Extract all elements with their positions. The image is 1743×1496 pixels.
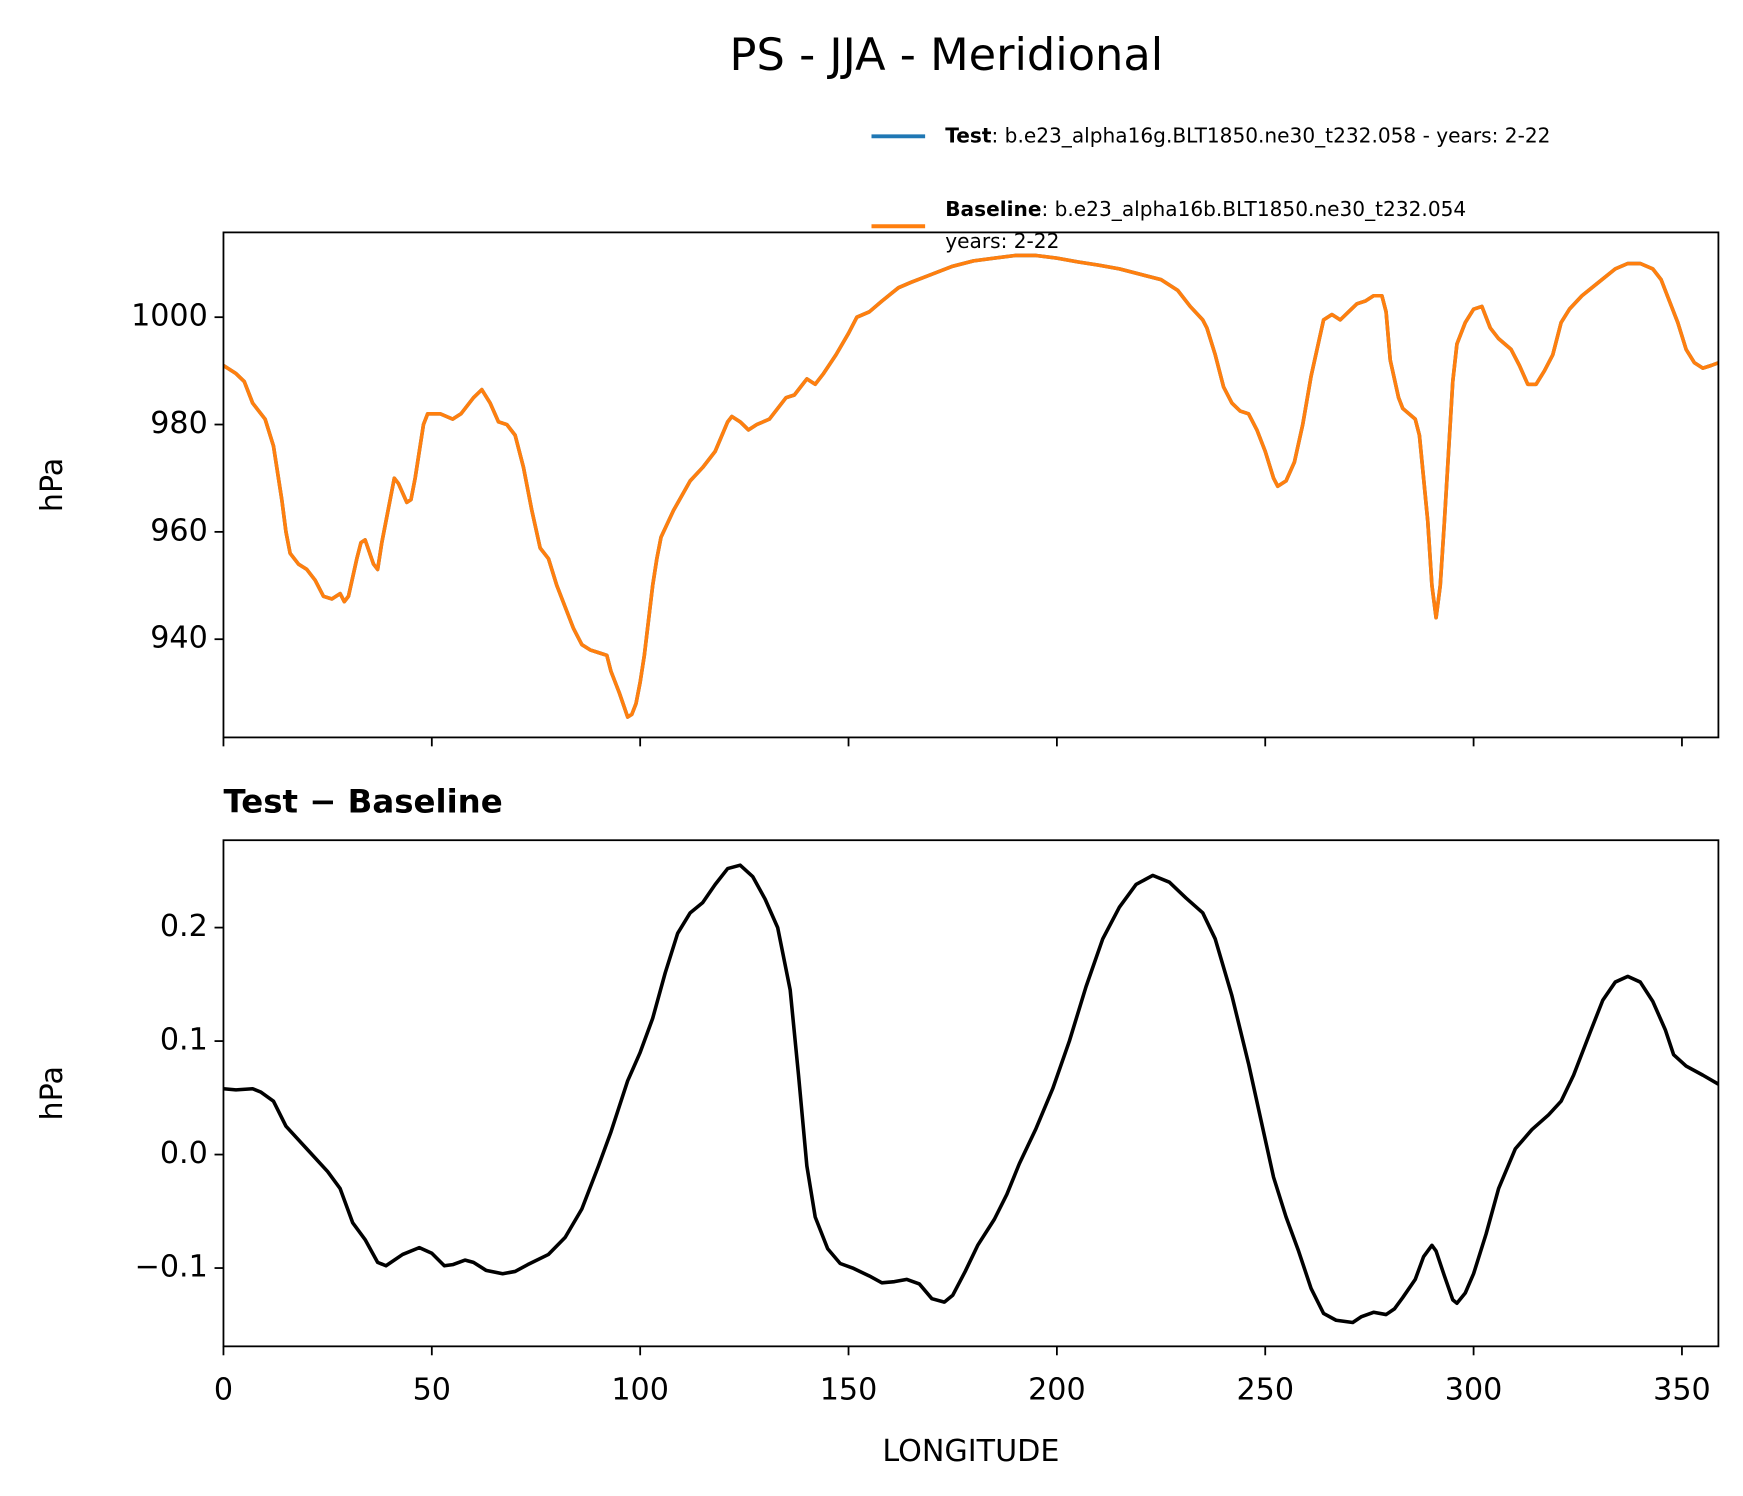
series-line: [223, 253, 1719, 719]
plot-frame: [222, 231, 1720, 739]
legend-entry: Test: b.e23_alpha16g.BLT1850.ne30_t232.0…: [945, 123, 1550, 147]
y-axis-label: hPa: [35, 458, 70, 512]
legend-text: : b.e23_alpha16g.BLT1850.ne30_t232.058 -…: [992, 123, 1551, 147]
subplot-title: Test − Baseline: [223, 782, 502, 820]
x-tick-label: 100: [611, 1373, 669, 1408]
figure-title: PS - JJA - Meridional: [730, 29, 1164, 81]
series-line: [223, 863, 1719, 1325]
y-tick-label: 0.0: [160, 1136, 208, 1171]
y-tick-label: 0.1: [160, 1023, 208, 1058]
x-tick-label: 300: [1445, 1373, 1503, 1408]
y-tick-label: 0.2: [160, 909, 208, 944]
canvas: PS - JJA - Meridional 9409609801000hPaTe…: [35, 29, 1720, 1469]
x-tick-label: 250: [1236, 1373, 1294, 1408]
y-tick-label: 1000: [131, 299, 208, 334]
x-tick-label: 150: [820, 1373, 878, 1408]
x-tick-label: 50: [413, 1373, 451, 1408]
x-tick-label: 200: [1028, 1373, 1086, 1408]
x-tick-label: 350: [1653, 1373, 1711, 1408]
y-tick-label: 980: [150, 406, 208, 441]
legend-name: Baseline: [945, 197, 1041, 221]
y-tick-label: 940: [150, 621, 208, 656]
x-axis-label: LONGITUDE: [882, 1434, 1059, 1469]
plot-frame: [222, 839, 1720, 1348]
y-tick-label: 960: [150, 513, 208, 548]
legend-text: : b.e23_alpha16b.BLT1850.ne30_t232.054: [1041, 197, 1466, 221]
y-tick-label: −0.1: [135, 1250, 208, 1285]
legend-entry: Baseline: b.e23_alpha16b.BLT1850.ne30_t2…: [945, 197, 1466, 221]
legend-name: Test: [945, 123, 992, 147]
x-tick-label: 0: [214, 1373, 233, 1408]
y-axis-label: hPa: [35, 1066, 70, 1120]
legend-entry-line: years: 2-22: [945, 229, 1059, 253]
